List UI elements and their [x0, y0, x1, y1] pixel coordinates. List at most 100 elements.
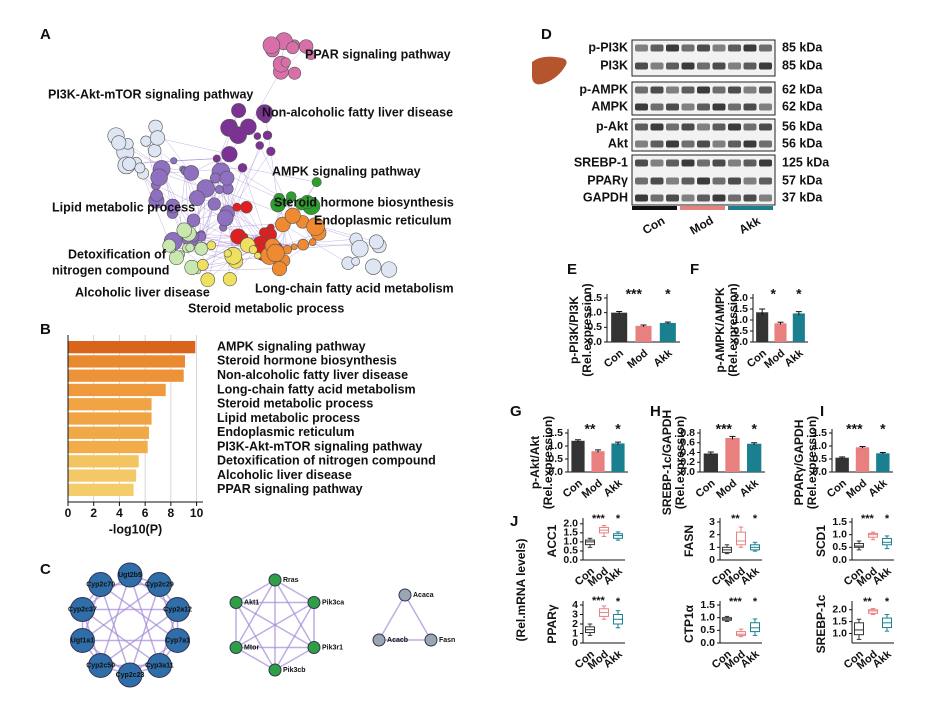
- cluster-node: [146, 652, 172, 678]
- blot-band: [666, 159, 679, 167]
- y-tick-label: 1.0: [832, 627, 847, 639]
- cluster-edge: [129, 574, 161, 666]
- y-tick-label: 3: [709, 516, 715, 528]
- protein-label: GAPDH: [583, 190, 628, 204]
- network-node: [260, 113, 271, 124]
- blot-band: [635, 62, 648, 70]
- y-tick-label: 0.5: [563, 545, 578, 557]
- category-label: Steroid metabolic process: [217, 397, 373, 411]
- x-tick-label: 6: [142, 506, 149, 520]
- protein-label: SREBP-1: [574, 155, 628, 169]
- blot-band: [650, 177, 664, 185]
- panel-label: A: [40, 26, 51, 43]
- blot-band: [759, 103, 772, 111]
- y-tick-label: 2.0: [832, 604, 847, 616]
- network-node: [365, 258, 382, 275]
- network-label: nitrogen compound: [52, 263, 169, 277]
- network-node: [189, 190, 205, 207]
- significance: *: [751, 421, 757, 437]
- size-label: 85 kDa: [782, 58, 823, 72]
- y-tick-label: 0.0: [812, 466, 827, 478]
- bar: [591, 451, 605, 472]
- bar: [792, 313, 805, 342]
- y-tick-label: 1.5: [812, 427, 827, 439]
- y-axis-label: (Rel.expression): [541, 416, 555, 509]
- blot-band: [759, 62, 772, 70]
- cluster-node: [398, 588, 412, 602]
- blot-band: [635, 159, 648, 167]
- box: [736, 631, 746, 636]
- network-label: PI3K-Akt-mTOR signaling pathway: [48, 87, 253, 101]
- blot-band: [743, 159, 757, 167]
- bar: [876, 453, 890, 472]
- bar: [855, 447, 870, 472]
- cluster-node-label: Pik3r1: [322, 644, 343, 651]
- cluster-node: [165, 597, 191, 623]
- cluster-edge: [235, 601, 315, 649]
- network-node: [210, 172, 221, 184]
- category-label: Steroid hormone biosynthesis: [217, 354, 397, 368]
- y-axis-label: SREBP-1c: [814, 594, 828, 653]
- network-edge: [197, 255, 258, 272]
- blot-band: [681, 177, 695, 185]
- significance: *: [880, 421, 886, 437]
- blot-band: [681, 194, 695, 202]
- bar: [571, 440, 585, 472]
- blot-band: [635, 86, 648, 94]
- y-axis-label: PPARγ: [545, 604, 559, 643]
- cluster-node-label: Pik3cb: [283, 667, 306, 674]
- bar: [725, 437, 740, 472]
- cluster-node: [69, 627, 95, 653]
- cluster-node-label: Cyp2c37: [68, 606, 97, 613]
- significance: *: [753, 513, 758, 525]
- network-node: [216, 209, 234, 227]
- blot-band: [666, 86, 679, 94]
- category-label: PI3K-Akt-mTOR signaling pathway: [217, 439, 422, 453]
- blot-band: [666, 177, 679, 185]
- blot-band: [712, 177, 726, 185]
- y-tick-label: 1.5: [563, 527, 578, 539]
- bar: [68, 398, 152, 411]
- size-label: 37 kDa: [782, 190, 823, 204]
- network-node: [122, 157, 137, 171]
- blot-band: [697, 123, 710, 131]
- box: [750, 622, 760, 633]
- network-node: [232, 202, 242, 212]
- cluster-node-label: Cyp2a12: [163, 606, 192, 613]
- box: [868, 609, 878, 614]
- x-tick-label: Con: [602, 347, 626, 370]
- cluster-node: [372, 633, 386, 647]
- y-tick-label: 0.5: [733, 325, 748, 337]
- cluster-edge: [100, 608, 178, 667]
- network-node: [229, 126, 247, 144]
- bar: [68, 369, 184, 382]
- blot-band: [635, 123, 648, 131]
- protein-label: p-Akt: [596, 119, 629, 133]
- blot-band: [650, 103, 664, 111]
- y-tick-label: 0.5: [832, 541, 847, 553]
- size-label: 125 kDa: [782, 155, 830, 169]
- network-node: [255, 141, 264, 150]
- cluster-node-label: Akt1: [244, 599, 259, 606]
- network-node: [150, 189, 163, 202]
- box: [736, 531, 746, 546]
- blot-band: [666, 194, 679, 202]
- y-axis-label: PPARγ/GAPDH: [792, 420, 806, 506]
- x-tick-label: Akk: [602, 477, 626, 500]
- y-axis-label: (Rel.expression): [726, 283, 740, 376]
- blot-band: [728, 86, 741, 94]
- y-tick-label: 1.5: [832, 615, 847, 627]
- bar: [611, 443, 625, 472]
- network-node: [165, 198, 180, 214]
- bar: [68, 483, 134, 496]
- blot-band: [666, 44, 679, 52]
- y-tick-label: 1.0: [563, 536, 578, 548]
- network-label: Endoplasmic reticulum: [314, 213, 452, 227]
- cluster-node: [165, 627, 191, 653]
- size-label: 56 kDa: [782, 119, 823, 133]
- x-tick-label: Con: [694, 477, 718, 500]
- x-tick-label: Mod: [580, 477, 605, 501]
- cluster-edge: [378, 594, 406, 641]
- network-node: [308, 238, 317, 246]
